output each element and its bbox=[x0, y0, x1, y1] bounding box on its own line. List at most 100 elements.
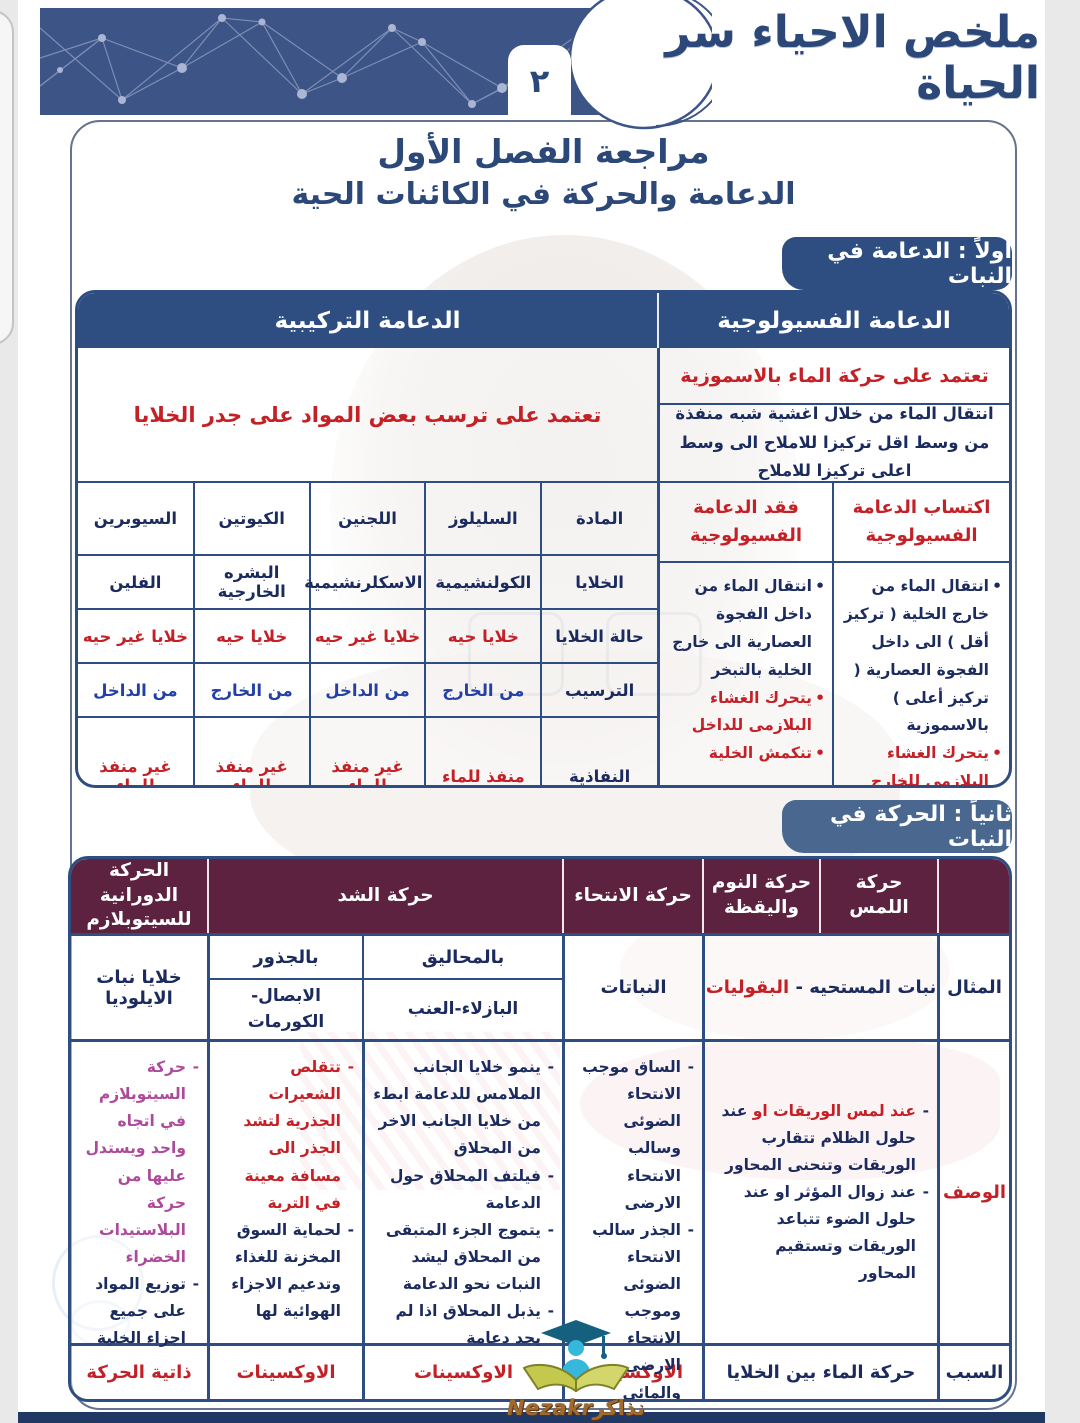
matrix-row-label: النفاذية bbox=[540, 715, 657, 785]
review-title-line2: الدعامة والحركة في الكائنات الحية bbox=[291, 176, 796, 212]
site-title: ملخص الاحياء سر الحياة bbox=[665, 7, 1041, 109]
list-item: عند لمس الوريقات او عند حلول الظلام تتقا… bbox=[713, 1098, 929, 1179]
materials-matrix-table: المادة السليلوز اللجنين الكيوتين السيوبر… bbox=[78, 483, 657, 785]
list-item: الساق موجب الانتحاء الضوئى وسالب الانتحا… bbox=[573, 1054, 694, 1217]
list-item: الجذر سالب الانتحاء الضوئى وموجب الانتحا… bbox=[573, 1217, 694, 1399]
matrix-cell: غير منفذ للماء bbox=[78, 715, 195, 785]
description-row: الوصف عند لمس الوريقات او عند حلول الظلا… bbox=[71, 1039, 1009, 1399]
matrix-cell: من الخارج bbox=[192, 662, 311, 718]
list-item: انتقال الماء من داخل الفجوة العصارية الى… bbox=[667, 573, 825, 685]
structural-support-header: الدعامة التركيبية bbox=[274, 307, 461, 334]
cause-rotation: ذاتية الحركة bbox=[86, 1362, 192, 1383]
row-label-example: المثال bbox=[937, 936, 1009, 1039]
turgor-gain-column: اكتساب الدعامة الفسيولوجية انتقال الماء … bbox=[832, 483, 1009, 785]
content-card-border bbox=[70, 120, 1017, 1410]
roots-label: بالجذور bbox=[210, 936, 362, 980]
list-item: تتقلص الشعيرات الجذرية لتشد الجذر الى مس… bbox=[218, 1054, 354, 1217]
example-tropism: النباتات bbox=[562, 936, 702, 1039]
osmosis-definition: انتقال الماء من خلال اغشية شبه منفذة من … bbox=[660, 404, 1009, 483]
cause-roots: الاوكسينات bbox=[207, 1346, 362, 1399]
matrix-row-label: الترسيب bbox=[540, 662, 657, 718]
physiological-basis: تعتمد على حركة الماء بالاسموزية bbox=[660, 348, 1009, 405]
matrix-cell: خلايا حيه bbox=[424, 608, 543, 664]
matrix-row-label: الخلايا bbox=[540, 554, 657, 610]
matrix-cell: الكولنشيمية bbox=[424, 554, 543, 610]
column-header-sleep-wake: حركة النوم واليقظة bbox=[702, 859, 819, 933]
roots-example: الابصال- الكورمات bbox=[247, 986, 325, 1032]
turgor-loss-column: فقد الدعامة الفسيولوجية انتقال الماء من … bbox=[660, 483, 832, 785]
traction-roots-subcolumn: بالجذور الابصال- الكورمات bbox=[210, 936, 362, 1039]
list-item: انتقال الماء من خارج الخلية ( تركيز أقل … bbox=[841, 573, 1002, 740]
corner-cell bbox=[937, 859, 1009, 933]
tendrils-label: بالمحاليق bbox=[364, 936, 562, 980]
matrix-cell: منفذ للماء bbox=[424, 715, 543, 785]
watermark-latin: Nezakr bbox=[506, 1396, 593, 1420]
section-title-support: أولاً : الدعامة في النبات bbox=[782, 237, 1012, 290]
structural-support-column: تعتمد على ترسب بعض المواد على جدر الخلاي… bbox=[78, 348, 657, 785]
support-table-header: الدعامة الفسيولوجية الدعامة التركيبية bbox=[78, 293, 1009, 348]
review-title: مراجعة الفصل الأول الدعامة والحركة في ال… bbox=[70, 130, 1017, 214]
example-rotation: خلايا نبات الايلوديا bbox=[96, 966, 182, 1009]
description-rotation: حركة السيتوبلازم في اتجاه واحد ويستدل عل… bbox=[71, 1042, 207, 1347]
matrix-cell: غير منفذ للماء bbox=[192, 715, 311, 785]
example-touch-sleep-highlight: البقوليات bbox=[705, 977, 790, 998]
matrix-cell: من الداخل bbox=[78, 662, 195, 718]
column-header-traction: حركة الشد bbox=[207, 859, 562, 933]
matrix-cell: الفلين bbox=[78, 554, 195, 610]
turgor-loss-title: فقد الدعامة الفسيولوجية bbox=[660, 483, 832, 563]
material-name: اللجنين bbox=[308, 483, 427, 556]
list-item: عند زوال المؤثر او عند حلول الضوء تتباعد… bbox=[713, 1179, 929, 1288]
list-item: حركة السيتوبلازم في اتجاه واحد ويستدل عل… bbox=[79, 1054, 199, 1271]
list-item: يتموج الجزء المتبقى من المحلاق ليشد النب… bbox=[373, 1217, 554, 1298]
graduate-book-logo-icon bbox=[522, 1320, 630, 1393]
row-label-description: الوصف bbox=[937, 1042, 1009, 1343]
list-item: تنكمش الخلية bbox=[667, 740, 825, 768]
list-item: يتحرك الغشاء البلازمى للداخل bbox=[667, 685, 825, 741]
description-touch-sleep: عند لمس الوريقات او عند حلول الظلام تتقا… bbox=[702, 1042, 937, 1343]
list-item: ينمو خلايا الجانب الملامس للدعامة ابطء م… bbox=[373, 1054, 554, 1163]
list-item: يذبل المحلاق اذا لم يجد دعامة bbox=[373, 1298, 554, 1352]
example-touch-sleep: نبات المستحيه - البقوليات bbox=[702, 936, 937, 1039]
tendrils-example: البازلاء-العنب bbox=[407, 998, 519, 1019]
support-table: الدعامة الفسيولوجية الدعامة التركيبية تع… bbox=[75, 290, 1012, 788]
page-number-tab: ٢ bbox=[508, 45, 571, 116]
description-tropism: الساق موجب الانتحاء الضوئى وسالب الانتحا… bbox=[562, 1042, 702, 1399]
page-number: ٢ bbox=[529, 61, 550, 100]
physiological-support-header: الدعامة الفسيولوجية bbox=[657, 293, 1009, 348]
column-header-rotation: الحركة الدورانية للسيتوبلازم bbox=[86, 859, 192, 931]
turgor-gain-title: اكتساب الدعامة الفسيولوجية bbox=[834, 483, 1009, 563]
list-item: توزيع المواد على جميع اجزاء الخلية bbox=[79, 1271, 199, 1352]
column-header-touch: حركة اللمس bbox=[819, 859, 937, 933]
previous-page-edge bbox=[0, 10, 14, 345]
list-item: يتحرك الغشاء البلازمى للخارج bbox=[841, 740, 1002, 785]
structural-basis: تعتمد على ترسب بعض المواد على جدر الخلاي… bbox=[78, 348, 657, 483]
example-traction: بالمحاليق البازلاء-العنب بالجذور الابصال… bbox=[207, 936, 562, 1039]
matrix-cell: من الداخل bbox=[308, 662, 427, 718]
matrix-cell: الاسكلرنشيمية bbox=[304, 554, 427, 610]
matrix-cell: خلايا غير حيه bbox=[78, 608, 195, 664]
matrix-cell: من الخارج bbox=[424, 662, 543, 718]
matrix-cell: خلايا حيه bbox=[192, 608, 311, 664]
material-name: السيوبرين bbox=[78, 483, 195, 556]
watermark-text: Nezakrنذاكر bbox=[488, 1396, 664, 1420]
review-title-line1: مراجعة الفصل الأول bbox=[377, 132, 710, 171]
matrix-cell: غير منفذ للماء bbox=[308, 715, 427, 785]
section-title-movement: ثانياً : الحركة في النبات bbox=[782, 800, 1012, 853]
material-name: السليلوز bbox=[424, 483, 543, 556]
cause-tendrils: الاوكسينات bbox=[362, 1346, 562, 1399]
nezakr-watermark: Nezakrنذاكر bbox=[488, 1318, 664, 1420]
matrix-cell: البشره الخارجية bbox=[192, 554, 311, 610]
movement-table-header: حركة اللمس حركة النوم واليقظة حركة الانت… bbox=[71, 859, 1009, 933]
matrix-row-label: حالة الخلايا bbox=[540, 608, 657, 664]
material-name: الكيوتين bbox=[192, 483, 311, 556]
column-header-tropism: حركة الانتحاء bbox=[562, 859, 702, 933]
example-row: المثال نبات المستحيه - البقوليات النباتا… bbox=[71, 933, 1009, 1039]
physiological-support-column: تعتمد على حركة الماء بالاسموزية انتقال ا… bbox=[657, 348, 1009, 785]
description-tendrils: ينمو خلايا الجانب الملامس للدعامة ابطء م… bbox=[362, 1042, 562, 1347]
matrix-row-label: المادة bbox=[540, 483, 657, 556]
cause-touch-sleep: حركة الماء بين الخلايا bbox=[702, 1346, 937, 1399]
example-touch-sleep-main: نبات المستحيه - bbox=[795, 977, 937, 998]
matrix-cell: خلايا غير حيه bbox=[308, 608, 427, 664]
list-item: فيلتف المحلاق حول الدعامة bbox=[373, 1163, 554, 1217]
